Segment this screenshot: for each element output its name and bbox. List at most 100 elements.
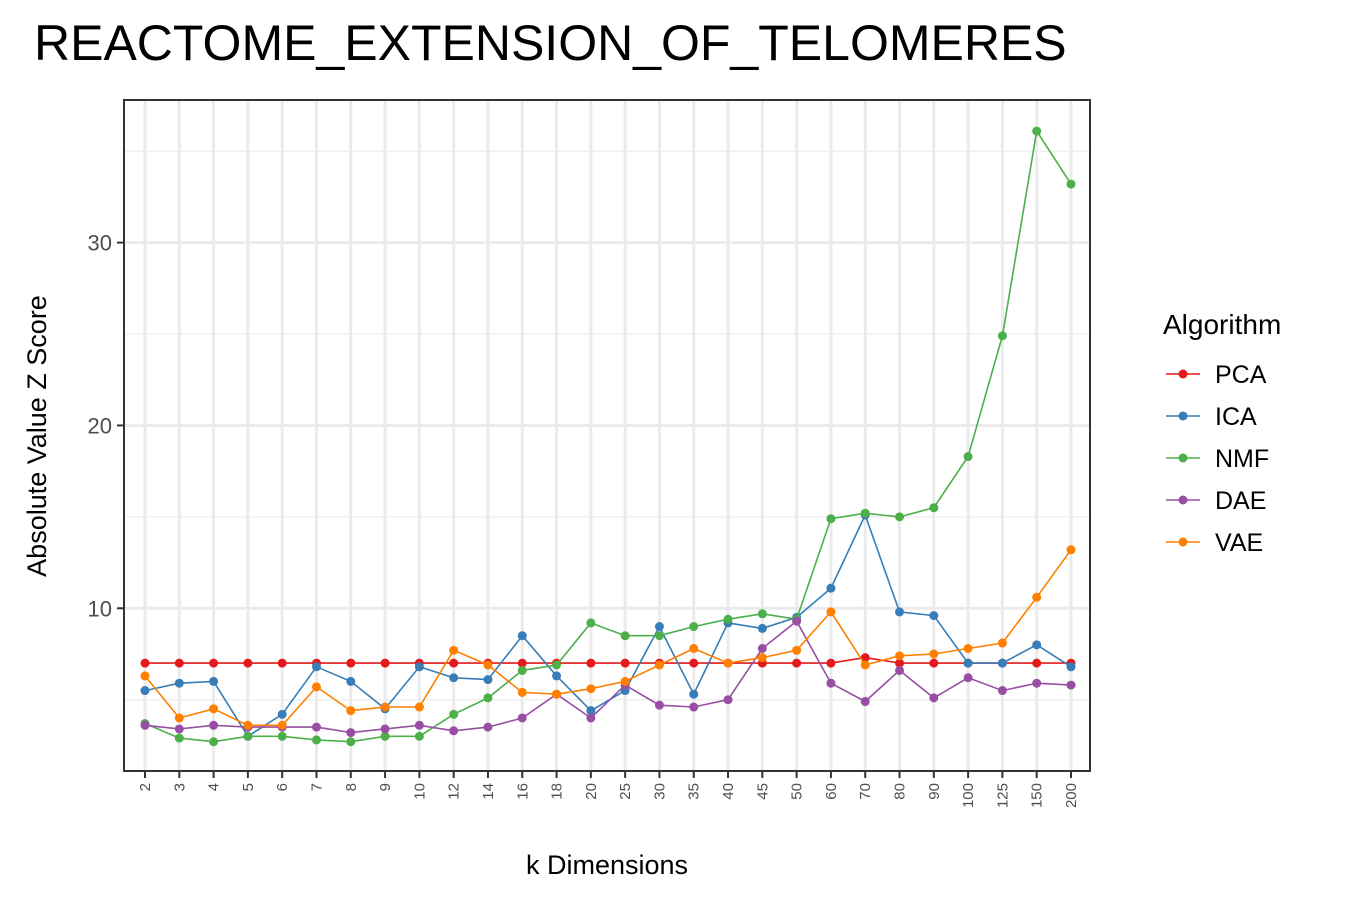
x-tick-label: 70 bbox=[857, 783, 874, 800]
legend-key-point bbox=[1178, 369, 1188, 379]
data-point-ica bbox=[895, 607, 905, 617]
x-tick-label: 10 bbox=[411, 783, 428, 800]
data-point-ica bbox=[689, 689, 699, 699]
x-tick-label: 50 bbox=[789, 783, 806, 800]
data-point-pca bbox=[860, 653, 870, 663]
chart-title: REACTOME_EXTENSION_OF_TELOMERES bbox=[34, 15, 1067, 71]
x-tick-label: 5 bbox=[240, 783, 257, 791]
data-point-pca bbox=[380, 658, 390, 668]
data-point-ica bbox=[174, 678, 184, 688]
data-point-ica bbox=[654, 622, 664, 632]
data-point-pca bbox=[517, 658, 527, 668]
legend-item-vae: VAE bbox=[1166, 529, 1263, 557]
data-point-dae bbox=[723, 695, 733, 705]
data-point-dae bbox=[997, 686, 1007, 696]
data-point-vae bbox=[311, 682, 321, 692]
data-point-vae bbox=[449, 645, 459, 655]
x-tick-label: 12 bbox=[446, 783, 463, 800]
data-point-vae bbox=[174, 713, 184, 723]
data-point-dae bbox=[689, 702, 699, 712]
data-point-dae bbox=[1032, 678, 1042, 688]
data-point-vae bbox=[620, 676, 630, 686]
data-point-nmf bbox=[723, 614, 733, 624]
data-point-ica bbox=[449, 673, 459, 683]
legend-label: NMF bbox=[1215, 445, 1269, 473]
data-point-dae bbox=[792, 616, 802, 626]
data-point-vae bbox=[757, 653, 767, 663]
data-point-nmf bbox=[174, 733, 184, 743]
data-point-dae bbox=[963, 673, 973, 683]
data-point-dae bbox=[346, 728, 356, 738]
data-point-dae bbox=[929, 693, 939, 703]
x-tick-label: 25 bbox=[617, 783, 634, 800]
data-point-vae bbox=[1032, 592, 1042, 602]
data-point-nmf bbox=[1032, 126, 1042, 136]
data-point-pca bbox=[346, 658, 356, 668]
data-point-nmf bbox=[1066, 179, 1076, 189]
data-point-pca bbox=[174, 658, 184, 668]
data-point-vae bbox=[860, 660, 870, 670]
data-point-pca bbox=[1032, 658, 1042, 668]
x-tick-label: 20 bbox=[583, 783, 600, 800]
data-point-dae bbox=[140, 720, 150, 730]
legend-item-nmf: NMF bbox=[1166, 445, 1269, 473]
data-point-ica bbox=[311, 662, 321, 672]
data-point-vae bbox=[552, 689, 562, 699]
x-tick-label: 100 bbox=[960, 783, 977, 808]
data-point-pca bbox=[792, 658, 802, 668]
data-point-vae bbox=[346, 706, 356, 716]
data-point-pca bbox=[689, 658, 699, 668]
grid-lines bbox=[124, 100, 1090, 771]
data-point-ica bbox=[1066, 662, 1076, 672]
y-tick-label: 20 bbox=[88, 413, 112, 438]
data-point-nmf bbox=[586, 618, 596, 628]
data-point-vae bbox=[929, 649, 939, 659]
data-point-dae bbox=[757, 644, 767, 654]
x-tick-label: 7 bbox=[308, 783, 325, 791]
x-tick-label: 9 bbox=[377, 783, 394, 791]
legend-key-point bbox=[1178, 453, 1188, 463]
data-point-dae bbox=[860, 697, 870, 707]
y-tick-label: 10 bbox=[88, 596, 112, 621]
series-line-vae bbox=[144, 549, 1072, 727]
legend-item-ica: ICA bbox=[1166, 403, 1257, 431]
data-point-nmf bbox=[346, 737, 356, 747]
x-tick-label: 125 bbox=[994, 783, 1011, 808]
data-point-vae bbox=[826, 607, 836, 617]
x-tick-label: 2 bbox=[137, 783, 154, 791]
series-vae bbox=[140, 545, 1076, 730]
data-point-vae bbox=[380, 702, 390, 712]
data-point-ica bbox=[552, 671, 562, 681]
legend-title: Algorithm bbox=[1163, 309, 1281, 340]
x-tick-label: 90 bbox=[926, 783, 943, 800]
data-point-vae bbox=[243, 720, 253, 730]
data-point-dae bbox=[517, 713, 527, 723]
data-point-nmf bbox=[414, 731, 424, 741]
data-point-vae bbox=[654, 660, 664, 670]
data-point-nmf bbox=[517, 665, 527, 675]
x-tick-label: 30 bbox=[651, 783, 668, 800]
x-tick-label: 6 bbox=[274, 783, 291, 791]
x-tick-label: 150 bbox=[1029, 783, 1046, 808]
legend: Algorithm PCA ICA NMF DAE VAE bbox=[1163, 309, 1281, 557]
data-point-pca bbox=[586, 658, 596, 668]
x-tick-label: 60 bbox=[823, 783, 840, 800]
data-point-nmf bbox=[929, 503, 939, 513]
legend-item-pca: PCA bbox=[1166, 361, 1267, 389]
data-point-vae bbox=[963, 644, 973, 654]
data-point-pca bbox=[826, 658, 836, 668]
data-point-ica bbox=[277, 709, 287, 719]
data-point-vae bbox=[792, 645, 802, 655]
data-point-nmf bbox=[380, 731, 390, 741]
legend-key-point bbox=[1178, 495, 1188, 505]
legend-label: ICA bbox=[1215, 403, 1257, 431]
x-tick-label: 4 bbox=[206, 783, 223, 791]
data-point-pca bbox=[449, 658, 459, 668]
data-point-dae bbox=[380, 724, 390, 734]
series-nmf bbox=[140, 126, 1076, 747]
data-point-vae bbox=[723, 658, 733, 668]
data-point-pca bbox=[209, 658, 219, 668]
data-point-nmf bbox=[243, 731, 253, 741]
x-tick-label: 40 bbox=[720, 783, 737, 800]
